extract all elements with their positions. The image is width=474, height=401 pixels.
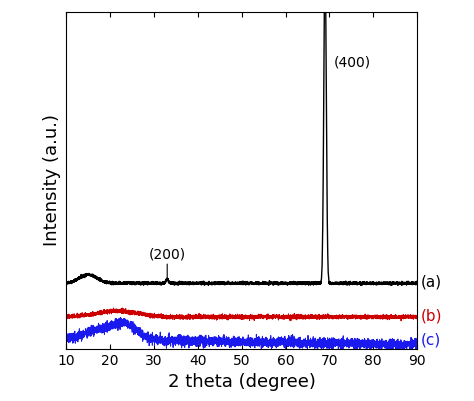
Text: (400): (400) — [334, 56, 371, 69]
Y-axis label: Intensity (a.u.): Intensity (a.u.) — [43, 114, 61, 247]
X-axis label: 2 theta (degree): 2 theta (degree) — [168, 373, 316, 391]
Text: (a): (a) — [420, 274, 442, 290]
Text: (b): (b) — [420, 308, 442, 323]
Text: (c): (c) — [420, 333, 441, 348]
Text: (200): (200) — [149, 247, 186, 278]
